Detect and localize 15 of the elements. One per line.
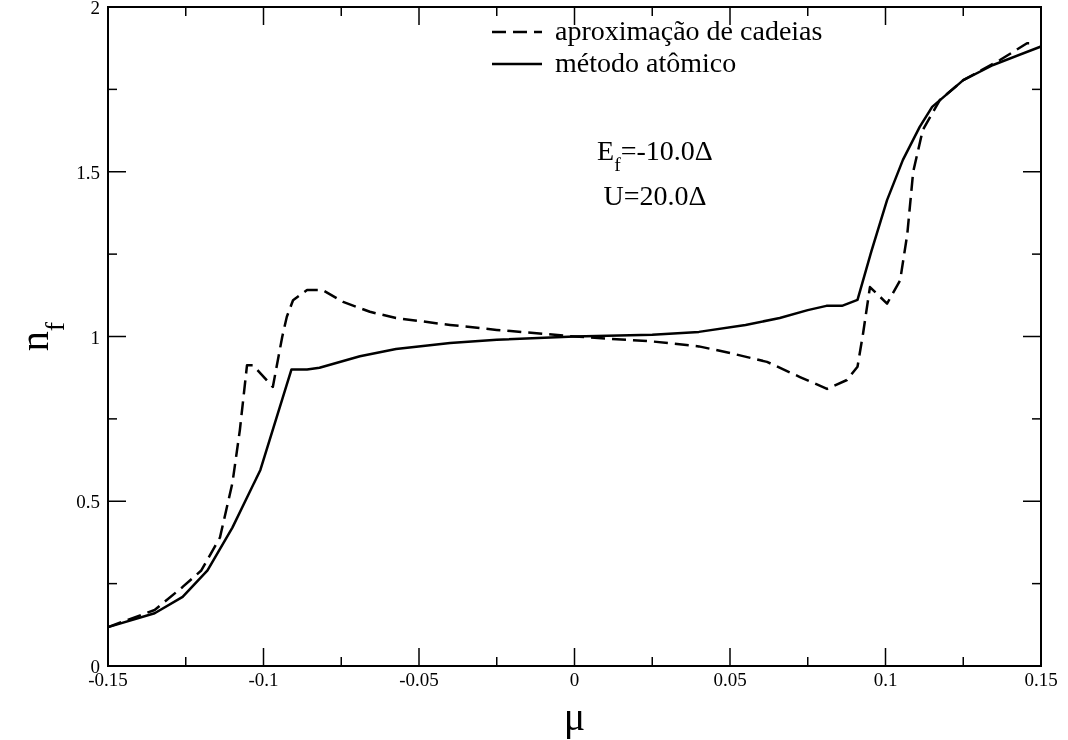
annotation: E$_{f}$=-10.0Δ	[597, 135, 713, 175]
y-tick-label: 0.5	[76, 491, 100, 513]
x-tick-label: 0.05	[713, 669, 747, 690]
x-tick-label: 0.1	[873, 669, 898, 690]
y-tick-label: 1	[90, 326, 100, 348]
x-tick-label: 0.15	[1024, 669, 1058, 690]
legend-label: aproximação de cadeias	[555, 15, 823, 46]
x-tick-label: 0	[569, 669, 580, 690]
y-tick-label: 2	[90, 0, 100, 18]
x-tick-label: -0.1	[248, 669, 279, 690]
legend-label: método atômico	[555, 47, 737, 78]
x-tick-label: -0.05	[399, 669, 439, 690]
x-axis-title: μ	[563, 694, 586, 739]
annotation: U=20.0Δ	[603, 180, 707, 211]
y-tick-label: 1.5	[76, 161, 100, 183]
